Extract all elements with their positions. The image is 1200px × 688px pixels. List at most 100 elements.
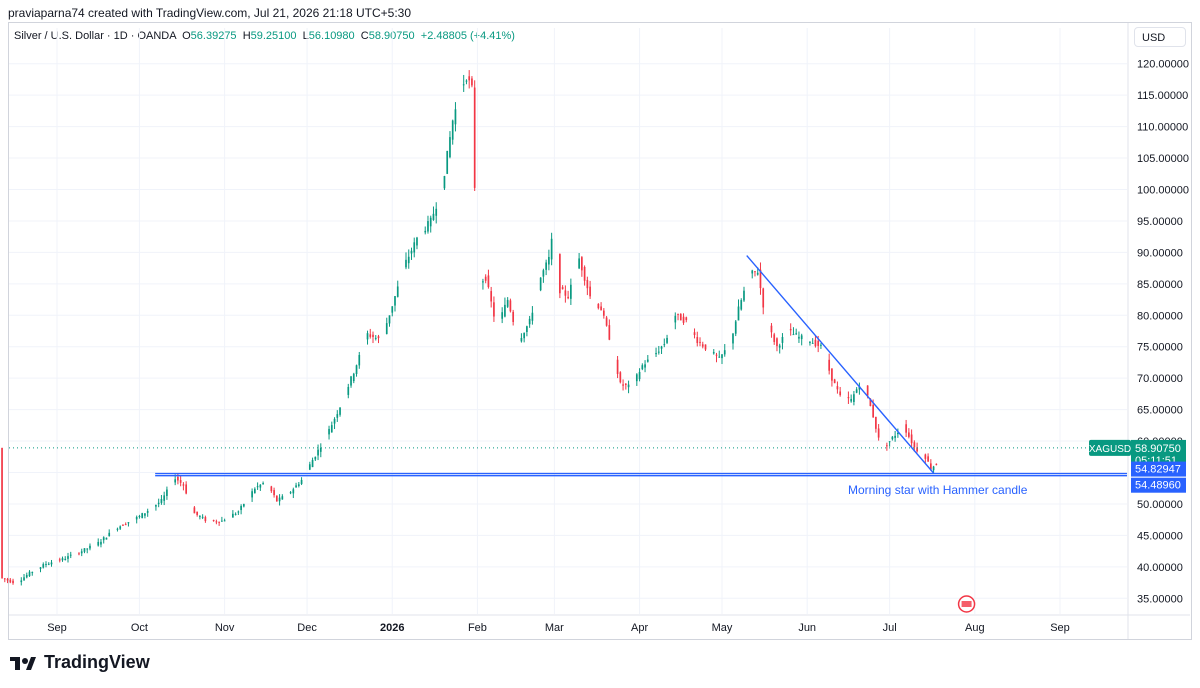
y-tick-label: 35.00000	[1137, 593, 1183, 605]
candle-body	[504, 304, 506, 317]
candle-body	[756, 272, 759, 275]
symbol-tag-box	[1089, 439, 1131, 456]
x-tick-label: Sep	[1050, 622, 1070, 634]
candle-body	[174, 479, 177, 483]
tradingview-logo[interactable]: TradingView	[10, 652, 150, 673]
candle-body	[506, 299, 509, 307]
candle-body	[12, 580, 14, 584]
y-tick-label: 120.00000	[1137, 59, 1189, 71]
candle-body	[218, 521, 220, 523]
candle-body	[704, 344, 707, 350]
candle-body	[619, 372, 622, 383]
legend-close-value: 58.90750	[368, 30, 415, 42]
candle-body	[798, 336, 800, 339]
candle-body	[528, 318, 531, 325]
y-tick-label: 115.00000	[1137, 90, 1188, 102]
candle-body	[160, 499, 163, 503]
candle-body	[888, 441, 891, 443]
candle-body	[201, 516, 204, 518]
candle-body	[259, 484, 262, 488]
candle-body	[435, 208, 438, 216]
y-tick-label: 65.00000	[1137, 405, 1183, 417]
y-tick-label: 90.00000	[1137, 247, 1183, 259]
tradingview-logo-icon	[10, 655, 38, 671]
x-tick-label: Oct	[131, 622, 148, 634]
candle-body	[833, 379, 836, 384]
candle-body	[163, 495, 166, 501]
candle-body	[847, 397, 850, 399]
y-tick-label: 40.00000	[1137, 562, 1183, 574]
candle-body	[394, 296, 396, 306]
candle-body	[932, 466, 935, 471]
candle-body	[292, 489, 295, 494]
candle-body	[330, 425, 333, 433]
candle-body	[482, 281, 484, 283]
candle-body	[405, 259, 407, 268]
candle-body	[141, 513, 144, 519]
y-tick-label: 45.00000	[1137, 530, 1183, 542]
candle-body	[262, 483, 264, 485]
candle-body	[646, 359, 649, 362]
currency-button[interactable]: USD	[1134, 27, 1186, 47]
candle-body	[762, 288, 765, 308]
candle-body	[212, 520, 215, 522]
candle-body	[275, 495, 278, 502]
candle-body	[64, 558, 67, 561]
candle-body	[138, 516, 141, 518]
candle-body	[270, 486, 273, 492]
candle-body	[223, 520, 226, 522]
x-tick-label: Feb	[468, 622, 487, 634]
candle-body	[449, 137, 451, 158]
support-price-box	[1131, 477, 1186, 493]
candle-body	[608, 325, 611, 340]
candle-body	[897, 432, 899, 435]
candle-body	[660, 346, 663, 349]
candle-body	[814, 339, 817, 347]
legend-title: Silver / U.S. Dollar · 1D · OANDA	[14, 30, 176, 42]
candle-body	[352, 373, 355, 382]
candle-body	[935, 463, 938, 465]
y-tick-label: 75.00000	[1137, 342, 1183, 354]
candle-body	[578, 258, 580, 269]
candle-body	[377, 336, 380, 339]
candle-body	[23, 577, 25, 581]
candle-body	[855, 389, 858, 393]
candle-body	[413, 242, 416, 253]
x-tick-label: Apr	[631, 622, 648, 634]
candle-body	[243, 504, 245, 507]
candle-body	[221, 520, 223, 522]
candle-body	[273, 490, 275, 496]
candle-body	[820, 344, 822, 346]
candle-body	[127, 522, 130, 524]
symbol-tag: XAGUSD	[1089, 444, 1131, 455]
candle-body	[523, 332, 526, 339]
candle-body	[67, 556, 69, 559]
candle-body	[47, 563, 50, 565]
candle-body	[424, 230, 427, 233]
candle-body	[734, 321, 737, 334]
candle-body	[166, 489, 168, 496]
candle-body	[204, 517, 207, 522]
candle-body	[545, 262, 547, 270]
candle-body	[929, 463, 932, 470]
candle-body	[531, 312, 534, 321]
candle-body	[501, 312, 504, 319]
candle-body	[358, 355, 361, 366]
candle-body	[20, 580, 23, 583]
legend-high-value: 59.25100	[250, 30, 297, 42]
candle-body	[50, 562, 53, 565]
candle-body	[701, 344, 704, 347]
x-tick-label: Sep	[47, 622, 67, 634]
candle-body	[427, 221, 429, 232]
x-tick-label: 2026	[380, 622, 404, 634]
y-tick-label: 85.00000	[1137, 279, 1183, 291]
candle-body	[910, 434, 913, 444]
candle-body	[1, 448, 3, 578]
candle-body	[616, 359, 619, 374]
y-tick-label: 80.00000	[1137, 310, 1183, 322]
candle-body	[289, 492, 292, 494]
candle-body	[317, 449, 319, 456]
candle-body	[542, 270, 545, 277]
candle-body	[311, 459, 314, 468]
